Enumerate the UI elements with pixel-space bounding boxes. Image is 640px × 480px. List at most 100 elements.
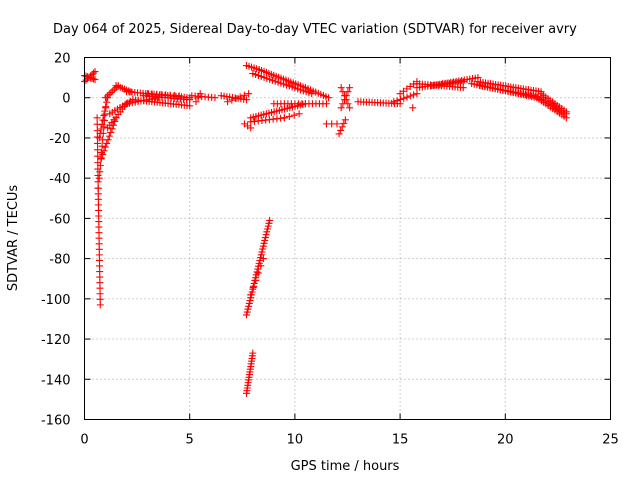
data-point: [96, 301, 104, 309]
y-tick-label: -120: [41, 333, 71, 348]
data-point: [410, 91, 418, 99]
data-point: [105, 90, 113, 98]
data-point: [211, 94, 219, 102]
data-point: [338, 123, 346, 131]
data-point: [400, 94, 408, 102]
data-point: [337, 84, 345, 92]
data-point: [247, 291, 255, 299]
data-point: [406, 92, 414, 100]
data-points: [81, 62, 570, 397]
data-point: [100, 112, 108, 120]
data-point: [337, 126, 345, 134]
y-tick-label: -20: [49, 132, 70, 147]
data-point: [249, 284, 257, 292]
data-point: [322, 100, 330, 108]
plot-frame: [84, 57, 611, 420]
data-point: [103, 139, 111, 147]
data-point: [340, 119, 348, 127]
data-point: [90, 75, 98, 83]
data-point: [107, 89, 115, 97]
data-point: [459, 84, 467, 92]
data-point: [254, 269, 262, 277]
data-point: [186, 102, 194, 110]
data-point: [245, 90, 253, 98]
data-point: [94, 146, 102, 154]
data-point: [99, 150, 107, 158]
data-point: [96, 168, 104, 176]
data-point: [240, 91, 248, 99]
data-point: [295, 110, 303, 118]
data-point: [280, 114, 288, 122]
data-point: [285, 112, 293, 120]
data-point: [562, 110, 570, 118]
data-point: [409, 104, 417, 112]
data-point: [224, 98, 232, 106]
x-tick-label: 15: [392, 433, 409, 448]
data-point: [96, 161, 104, 169]
data-point: [341, 116, 349, 124]
data-point: [103, 92, 111, 100]
data-point: [290, 111, 298, 119]
y-tick-label: -80: [49, 253, 70, 268]
y-tick-labels: 20 0 -20 -40 -60 -80 -100 -120 -140 -160: [41, 52, 71, 429]
x-tick-label: 5: [186, 433, 194, 448]
data-point: [101, 143, 109, 151]
data-point: [102, 103, 110, 111]
chart-title: Day 064 of 2025, Sidereal Day-to-day VTE…: [53, 22, 577, 37]
data-point: [339, 100, 347, 108]
data-point: [459, 78, 467, 86]
data-point: [97, 154, 105, 162]
data-point: [196, 90, 204, 98]
x-tick-label: 20: [497, 433, 514, 448]
x-tick-label: 0: [80, 433, 88, 448]
data-point: [95, 134, 103, 142]
data-point: [90, 69, 98, 77]
data-point: [247, 124, 255, 132]
data-point: [335, 130, 343, 138]
data-point: [192, 98, 200, 106]
data-point: [249, 349, 257, 357]
data-point: [93, 114, 101, 122]
y-tick-label: -140: [41, 373, 71, 388]
data-point: [98, 121, 106, 129]
x-tick-label: 10: [287, 433, 304, 448]
x-tick-label: 25: [602, 433, 619, 448]
data-point: [94, 139, 102, 147]
data-point: [337, 104, 345, 112]
data-point: [91, 68, 99, 76]
data-point: [103, 98, 111, 106]
y-tick-label: -160: [41, 414, 71, 429]
data-point: [105, 132, 113, 140]
data-point: [259, 255, 267, 263]
data-point: [346, 84, 354, 92]
data-point: [94, 178, 102, 186]
x-tick-labels: 0 5 10 15 20 25: [80, 433, 618, 448]
data-point: [109, 87, 117, 95]
data-point: [252, 276, 260, 284]
data-point: [344, 88, 352, 96]
data-point: [101, 107, 109, 115]
data-point: [104, 136, 112, 144]
data-point: [393, 97, 401, 105]
data-point: [107, 128, 115, 136]
data-point: [236, 93, 244, 101]
data-point: [100, 147, 108, 155]
data-point: [341, 96, 349, 104]
data-point: [257, 262, 265, 270]
tick-marks: [84, 57, 611, 420]
data-point: [91, 76, 99, 84]
data-point: [325, 94, 333, 102]
data-point: [186, 96, 194, 104]
data-point: [266, 216, 274, 224]
data-point: [96, 129, 104, 137]
data-point: [403, 93, 411, 101]
y-tick-label: 20: [54, 52, 71, 67]
data-point: [333, 120, 341, 128]
y-tick-label: -100: [41, 293, 71, 308]
data-point: [232, 95, 240, 103]
y-tick-label: -40: [49, 172, 70, 187]
data-point: [108, 125, 116, 133]
data-point: [346, 104, 354, 112]
y-axis-label: SDTVAR / TECUs: [6, 185, 21, 292]
